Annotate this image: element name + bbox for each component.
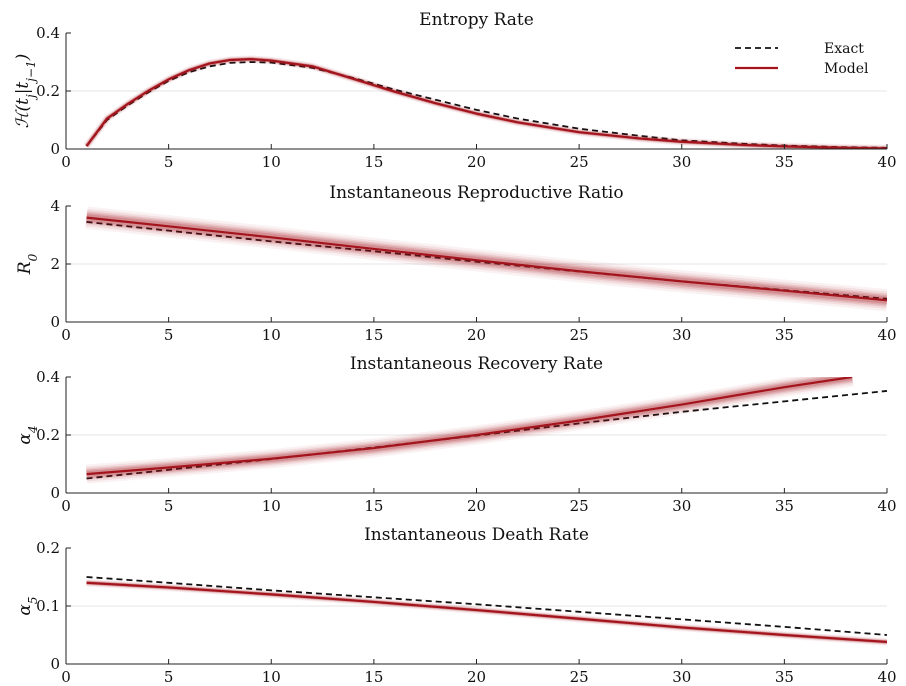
series-line-model: [86, 377, 853, 476]
uncertainty-band: [84, 56, 887, 149]
x-tick-label: 5: [164, 153, 174, 171]
series-line-exact: [86, 221, 887, 300]
legend-label: Model: [824, 61, 869, 77]
x-tick-label: 15: [364, 668, 383, 686]
plot-area: [86, 576, 887, 646]
plot-area: [85, 377, 887, 484]
y-tick-label: 2: [50, 255, 60, 273]
x-tick-label: 35: [775, 153, 794, 171]
x-tick-label: 25: [570, 153, 589, 171]
x-tick-label: 30: [672, 668, 691, 686]
plot-area: [85, 206, 887, 312]
legend-label: Exact: [824, 41, 864, 57]
x-tick-label: 5: [164, 668, 174, 686]
series-line-exact: [86, 576, 887, 636]
y-axis-label: ℋ(tj|tj−1): [13, 54, 38, 129]
chart-panel-3: 0 5 10 15 20 25 30 35 40 0 0.2 0.4 Instantaneous Rec…: [15, 354, 897, 515]
x-tick-label: 40: [877, 497, 896, 515]
y-tick-label: 0.1: [36, 597, 60, 615]
x-tick-label: 5: [164, 326, 174, 344]
y-tick-label: 4: [50, 197, 60, 215]
x-tick-label: 25: [570, 326, 589, 344]
y-axis-label: R0: [15, 253, 40, 275]
y-axis-label: α4: [15, 425, 40, 444]
y-tick-label: 0: [50, 140, 60, 158]
x-tick-label: 0: [61, 497, 71, 515]
x-tick-label: 25: [570, 668, 589, 686]
y-tick-label: 0.4: [36, 368, 60, 386]
x-tick-label: 20: [467, 497, 486, 515]
chart-title: Entropy Rate: [419, 10, 534, 30]
y-axis-label: α5: [15, 596, 40, 615]
chart-title: Instantaneous Reproductive Ratio: [329, 183, 623, 203]
x-tick-label: 0: [61, 153, 71, 171]
x-tick-label: 30: [672, 326, 691, 344]
x-tick-label: 30: [672, 497, 691, 515]
legend: Exact Model: [735, 41, 869, 77]
x-tick-label: 0: [61, 326, 71, 344]
chart-panel-2: 0 5 10 15 20 25 30 35 40 0 2 4 Instantaneous Reprodu…: [15, 183, 897, 344]
x-tick-label: 15: [364, 153, 383, 171]
x-tick-label: 35: [775, 497, 794, 515]
y-tick-label: 0: [50, 313, 60, 331]
series-line-model: [86, 581, 887, 644]
x-tick-label: 35: [775, 326, 794, 344]
x-tick-label: 10: [262, 326, 281, 344]
chart-panel-1: 0 5 10 15 20 25 30 35 40 0 0.2 0.4 Entropy Rate ℋ(tj|…: [13, 10, 897, 171]
x-tick-label: 10: [262, 153, 281, 171]
y-tick-label: 0.2: [36, 539, 60, 557]
x-tick-label: 10: [262, 497, 281, 515]
x-tick-label: 20: [467, 326, 486, 344]
chart-title: Instantaneous Recovery Rate: [350, 354, 603, 374]
uncertainty-band: [85, 57, 887, 149]
x-tick-label: 25: [570, 497, 589, 515]
uncertainty-band: [84, 56, 887, 149]
series-line-exact: [85, 61, 887, 149]
y-tick-label: 0.4: [36, 24, 60, 42]
series-line-model: [85, 58, 887, 149]
chart-title: Instantaneous Death Rate: [364, 525, 589, 545]
y-tick-label: 0: [50, 484, 60, 502]
x-tick-label: 5: [164, 497, 174, 515]
x-tick-label: 15: [364, 497, 383, 515]
x-tick-label: 20: [467, 153, 486, 171]
x-tick-label: 40: [877, 153, 896, 171]
x-tick-label: 40: [877, 668, 896, 686]
y-tick-label: 0: [50, 655, 60, 673]
y-tick-label: 0.2: [36, 426, 60, 444]
x-tick-label: 30: [672, 153, 691, 171]
x-tick-label: 35: [775, 668, 794, 686]
y-tick-label: 0.2: [36, 82, 60, 100]
uncertainty-band: [83, 55, 887, 149]
series-line-model: [86, 216, 887, 302]
x-tick-label: 0: [61, 668, 71, 686]
x-tick-label: 20: [467, 668, 486, 686]
uncertainty-band: [85, 57, 887, 149]
plot-area: [83, 55, 887, 149]
x-tick-label: 10: [262, 668, 281, 686]
x-tick-label: 15: [364, 326, 383, 344]
x-tick-label: 40: [877, 326, 896, 344]
chart-panel-4: 0 5 10 15 20 25 30 35 40 0 0.1 0.2 Instantaneous Dea…: [15, 525, 897, 686]
